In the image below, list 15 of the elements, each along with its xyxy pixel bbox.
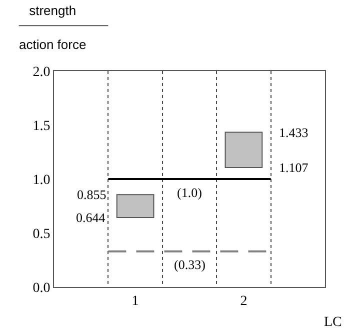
annotation: 1.433: [279, 125, 308, 140]
ref-line-label: (0.33): [174, 257, 206, 272]
annotation: 1.107: [279, 160, 309, 175]
y-tick-label: 1.5: [32, 118, 50, 134]
x-tick-label: 1: [132, 294, 139, 309]
y-tick-label: 0.0: [32, 280, 50, 296]
annotation: 0.855: [77, 187, 106, 202]
x-tick-label: 2: [240, 294, 248, 309]
annotation: 0.644: [76, 210, 106, 225]
x-axis-title: LC: [324, 315, 342, 329]
y-tick-label: 0.5: [32, 226, 50, 242]
ref-line-label: (1.0): [177, 185, 202, 200]
y-tick-label: 2.0: [32, 64, 50, 80]
y-tick-label: 1.0: [32, 172, 50, 188]
text: strength action force: [19, 3, 86, 52]
